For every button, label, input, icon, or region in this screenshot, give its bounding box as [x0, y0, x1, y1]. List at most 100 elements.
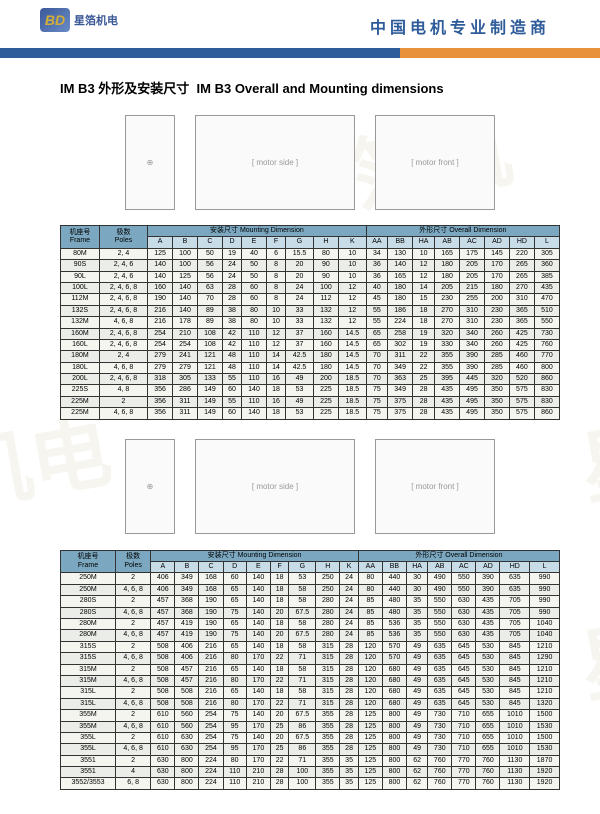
cell: 53 [286, 408, 314, 419]
cell: 630 [175, 744, 199, 755]
logo-text: 星箔机电 [74, 12, 118, 28]
cell: 570 [382, 653, 406, 664]
cell: 279 [148, 362, 173, 373]
cell: 710 [452, 721, 476, 732]
cell: 254 [199, 710, 223, 721]
cell: 310 [460, 305, 485, 316]
col-L: L [534, 237, 559, 248]
cell: 22 [270, 675, 288, 686]
col-BB: BB [388, 237, 413, 248]
cell: 140 [246, 584, 270, 595]
cell: 49 [406, 710, 427, 721]
cell: 67.5 [289, 710, 316, 721]
cell: 125 [358, 767, 382, 778]
cell: 132 [313, 317, 338, 328]
cell: 730 [428, 732, 452, 743]
cell: 28 [222, 282, 241, 293]
table-row: 315S250840621665140185831528120570496356… [61, 641, 560, 652]
cell: 2, 4 [99, 351, 147, 362]
cell: 16 [266, 396, 285, 407]
cell: 48 [222, 351, 241, 362]
cell: 610 [151, 744, 175, 755]
cell: 349 [388, 385, 413, 396]
cell: 180 [388, 294, 413, 305]
cell: 170 [484, 271, 509, 282]
cell: 241 [173, 351, 198, 362]
cell: 180 [435, 271, 460, 282]
cell: 8 [266, 271, 285, 282]
cell: 75 [366, 396, 387, 407]
cell: 1010 [500, 732, 530, 743]
cell: 110 [242, 362, 267, 373]
table-row: 315L250850821665140185831528120680496356… [61, 687, 560, 698]
cell: 990 [530, 607, 560, 618]
cell: 18.5 [338, 374, 366, 385]
cell: 35 [340, 778, 358, 789]
cell: 12 [338, 305, 366, 316]
cell: 480 [382, 607, 406, 618]
cell: 20 [270, 607, 288, 618]
cell: 390 [476, 584, 500, 595]
col-HA: HA [406, 562, 427, 573]
cell: 8 [266, 260, 285, 271]
cell: 680 [382, 664, 406, 675]
cell: 22 [413, 351, 435, 362]
logo: BD 星箔机电 [40, 8, 118, 32]
section-title-en: IM B3 Overall and Mounting dimensions [197, 81, 444, 96]
cell: 205 [460, 260, 485, 271]
cell: 55 [222, 374, 241, 385]
cell: 160L [61, 339, 100, 350]
cell: 1530 [530, 721, 560, 732]
cell: 60 [222, 385, 241, 396]
cell: 705 [500, 618, 530, 629]
cell: 180 [435, 260, 460, 271]
cell: 315 [316, 664, 340, 675]
cell: 18.5 [338, 408, 366, 419]
cell: 190 [199, 630, 223, 641]
diagram-row-1: ⊕ [ motor side ] [ motor front ] [60, 107, 560, 217]
cell: 440 [382, 573, 406, 584]
cell: 22 [270, 755, 288, 766]
cell: 38 [222, 305, 241, 316]
diagram-row-2: ⊕ [ motor side ] [ motor front ] [60, 432, 560, 542]
cell: 800 [382, 744, 406, 755]
cell: 355M [61, 721, 116, 732]
cell: 37 [286, 339, 314, 350]
cell: 520 [509, 374, 534, 385]
cell: 845 [500, 641, 530, 652]
cell: 132M [61, 317, 100, 328]
cell: 310 [460, 317, 485, 328]
cell: 58 [289, 618, 316, 629]
cell: 610 [151, 710, 175, 721]
cell: 121 [197, 362, 222, 373]
cell: 112M [61, 294, 100, 305]
table-row: 355L4, 6, 861063025495170258635528125800… [61, 744, 560, 755]
cell: 575 [509, 396, 534, 407]
cell: 419 [175, 630, 199, 641]
cell: 435 [435, 396, 460, 407]
cell: 250M [61, 584, 116, 595]
cell: 800 [382, 755, 406, 766]
cell: 100 [289, 767, 316, 778]
cell: 100 [289, 778, 316, 789]
cell: 225 [313, 408, 338, 419]
col-B: B [175, 562, 199, 573]
cell: 760 [476, 778, 500, 789]
cell: 1920 [530, 778, 560, 789]
cell: 28 [222, 294, 241, 305]
cell: 350 [484, 408, 509, 419]
cell: 125 [358, 710, 382, 721]
cell: 390 [476, 573, 500, 584]
cell: 265 [509, 271, 534, 282]
cell: 280 [316, 607, 340, 618]
cell: 730 [428, 710, 452, 721]
cell: 132 [313, 305, 338, 316]
cell: 1210 [530, 687, 560, 698]
cell: 160 [313, 328, 338, 339]
cell: 4, 6, 8 [115, 698, 150, 709]
cell: 470 [534, 294, 559, 305]
cell: 58 [289, 641, 316, 652]
cell: 49 [406, 687, 427, 698]
cell: 28 [340, 664, 358, 675]
cell: 860 [534, 408, 559, 419]
